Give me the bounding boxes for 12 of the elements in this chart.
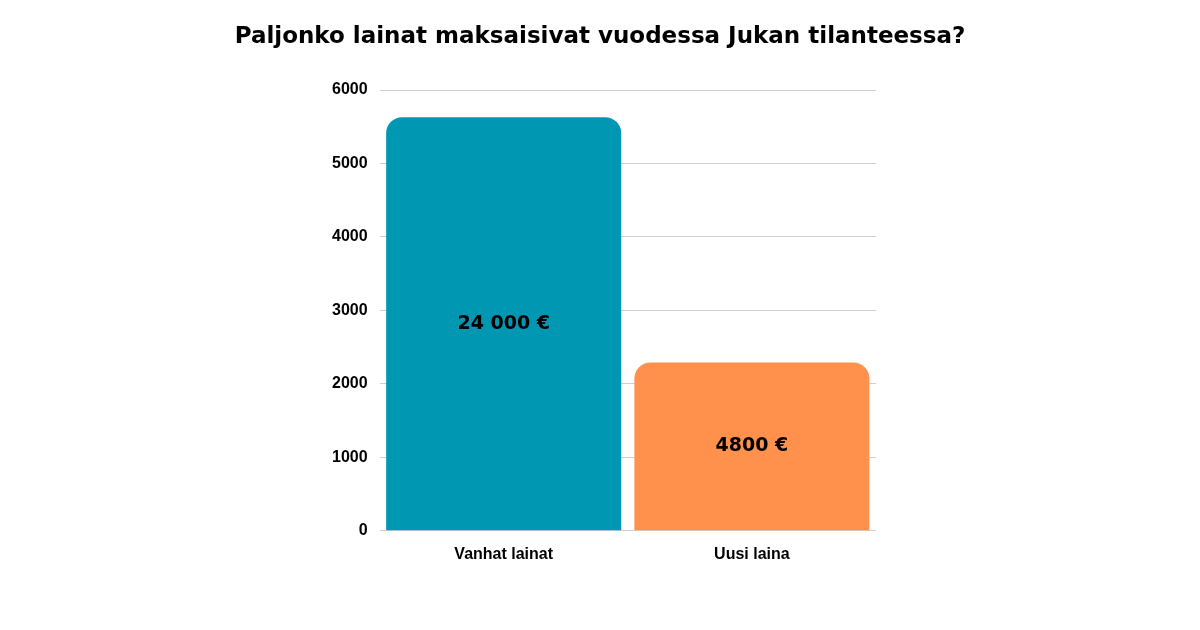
x-tick-label: Vanhat lainat: [454, 544, 554, 562]
x-tick-label: Uusi laina: [714, 544, 790, 562]
y-tick-label: 2000: [332, 374, 368, 392]
y-tick-label: 0: [358, 521, 368, 539]
y-tick-label: 4000: [332, 227, 368, 245]
y-tick-label: 6000: [332, 80, 368, 98]
y-tick-label: 3000: [332, 300, 368, 318]
annotation: 24 000 €: [457, 310, 550, 333]
y-tick-label: 5000: [332, 153, 368, 171]
y-tick-label: 1000: [332, 447, 368, 465]
chart-title: Paljonko lainat maksaisivat vuodessa Jukan tilanteessa?: [233, 22, 967, 48]
annotation: 4800 €: [715, 433, 789, 456]
